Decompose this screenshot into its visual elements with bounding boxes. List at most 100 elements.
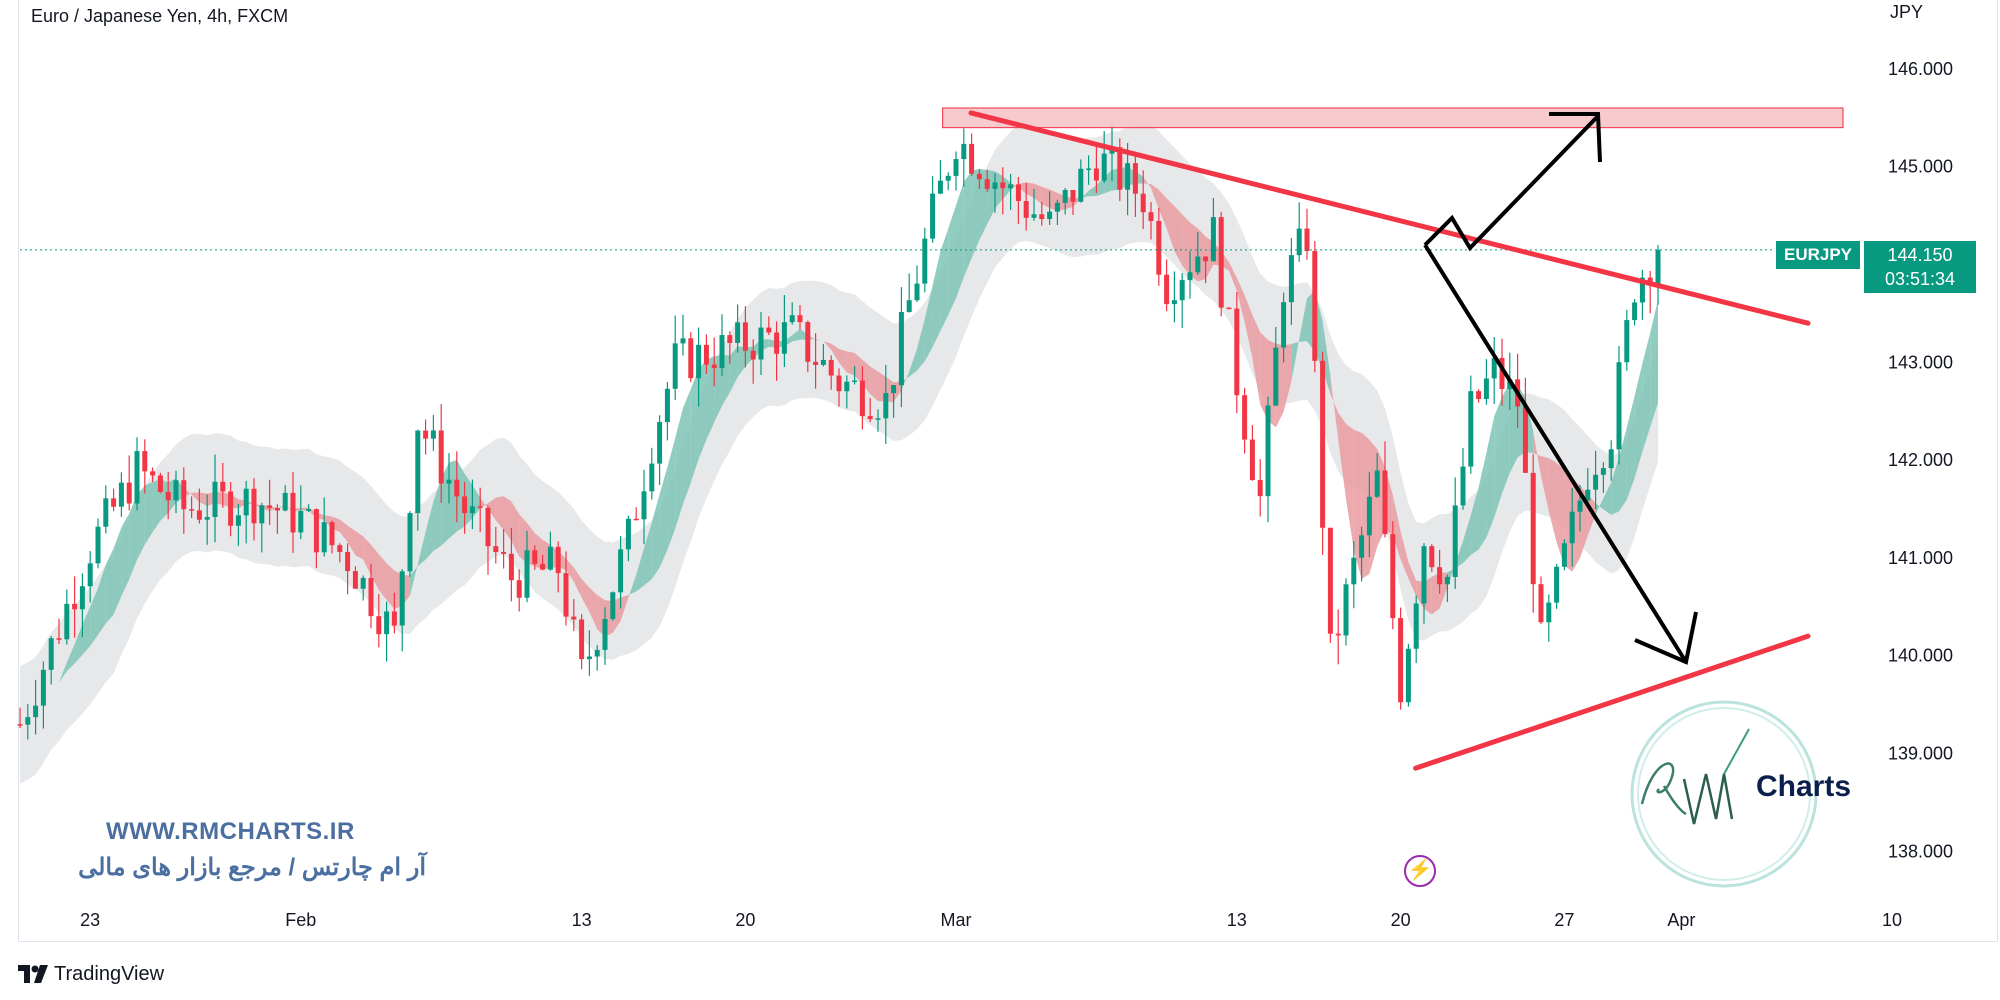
candle-body [485,507,491,547]
candle-body [1546,602,1552,623]
ma-ribbon-segment [456,459,465,532]
ma-ribbon-segment [1244,295,1253,359]
ma-ribbon-segment [1088,185,1097,197]
candle-body [1023,201,1029,218]
ma-ribbon-segment [1408,561,1417,597]
candle-body [126,482,132,504]
candle-body [111,498,117,507]
ma-ribbon-segment [1603,482,1612,515]
candle-body [1242,395,1248,440]
chart-frame[interactable] [18,0,1998,942]
ma-ribbon-segment [1486,416,1495,538]
symbol-title[interactable]: Euro / Japanese Yen, 4h, FXCM [31,6,289,26]
ma-ribbon-segment [659,467,668,568]
time-axis: 23Feb1320Mar132027Apr1017 [80,910,1902,930]
candle-body [1398,618,1404,703]
ma-ribbon-segment [433,477,442,551]
ma-ribbon-segment [706,356,715,440]
candle-body [719,335,725,369]
last-price-box: 144.150 03:51:34 [1864,241,1976,293]
candle-body [758,327,764,360]
candle-body [805,322,811,362]
candle-body [274,507,280,511]
candle-body [72,603,78,610]
tv-logo-icon [18,965,48,983]
annotation-layer [20,107,1844,771]
ma-ribbon-segment [1002,176,1011,200]
rejection-arrowhead [1634,611,1698,665]
ma-ribbon-segment [1330,376,1339,440]
ma-ribbon-segment [1158,189,1167,229]
candle-body [118,482,124,507]
ma-ribbon-segment [963,171,972,278]
ma-ribbon-segment [1080,190,1089,200]
flash-icon[interactable]: ⚡ [1404,855,1436,887]
symbol-badge: EURJPY [1776,241,1861,269]
ma-ribbon-segment [1151,184,1159,210]
candle-body [298,510,304,533]
candle-body [852,380,858,383]
candle-body [415,430,421,514]
candle-body [703,344,709,365]
rm-charts-logo [1630,700,1818,888]
ma-ribbon-segment [1283,344,1292,412]
candle-body [48,638,54,670]
candle-body [165,491,171,501]
ma-ribbon-segment [667,438,676,550]
ma-ribbon-segment [82,606,91,655]
candle-body [1000,182,1006,189]
ma-ribbon-segment [644,522,652,586]
candle-body [922,238,928,284]
ma-ribbon-segment [792,328,800,342]
price-tick: 143.000 [1888,352,1953,372]
lower-trendline [1413,633,1811,771]
candle-body [181,480,187,510]
candle-body [1218,217,1224,308]
ma-ribbon-segment [113,527,122,615]
candle-body [711,364,717,369]
candle-body [1226,307,1232,310]
candle-body [1148,212,1154,221]
ma-ribbon-segment [74,624,83,664]
upper-trendline [968,110,1811,326]
candle-body [1382,470,1388,535]
ma-ribbon-segment [1548,458,1557,543]
candle-body [1491,357,1497,379]
ma-ribbon-segment [59,662,67,683]
candle-body [555,546,561,574]
candle-body [586,656,592,660]
ma-ribbon-segment [1478,452,1487,550]
candle-body [430,430,436,439]
candle-body [1132,163,1138,194]
candle-body [625,518,631,550]
candle-body [173,480,179,501]
ma-ribbon-segment [1463,515,1471,564]
candle-body [384,611,390,635]
candle-body [282,492,288,511]
resistance-zone [941,107,1844,129]
ma-ribbon-segment [675,407,683,529]
ma-ribbon-segment [1229,262,1237,292]
candle-body [680,338,686,344]
tradingview-brand: TradingView [54,962,165,985]
ma-ribbon-segment [363,536,371,576]
ma-ribbon-segment [1619,427,1627,512]
tradingview-logo[interactable]: TradingView [18,962,164,986]
candle-body [212,481,218,517]
candle-body [953,159,959,176]
ma-ribbon-segment [1470,487,1479,555]
price-tick: 140.000 [1888,646,1953,666]
ma-ribbon-segment [98,564,106,635]
candle-body [516,580,522,598]
ma-ribbon-segment [909,348,917,377]
candle-body [469,506,475,514]
ma-ribbon-segment [191,492,200,502]
candle-body [25,717,31,725]
candle-body [1187,272,1193,281]
candle-body [1655,249,1661,286]
ma-ribbon-segment [823,341,832,350]
candle-body [1156,220,1162,275]
ma-ribbon-segment [285,504,293,513]
ma-ribbon-segment [105,548,114,624]
